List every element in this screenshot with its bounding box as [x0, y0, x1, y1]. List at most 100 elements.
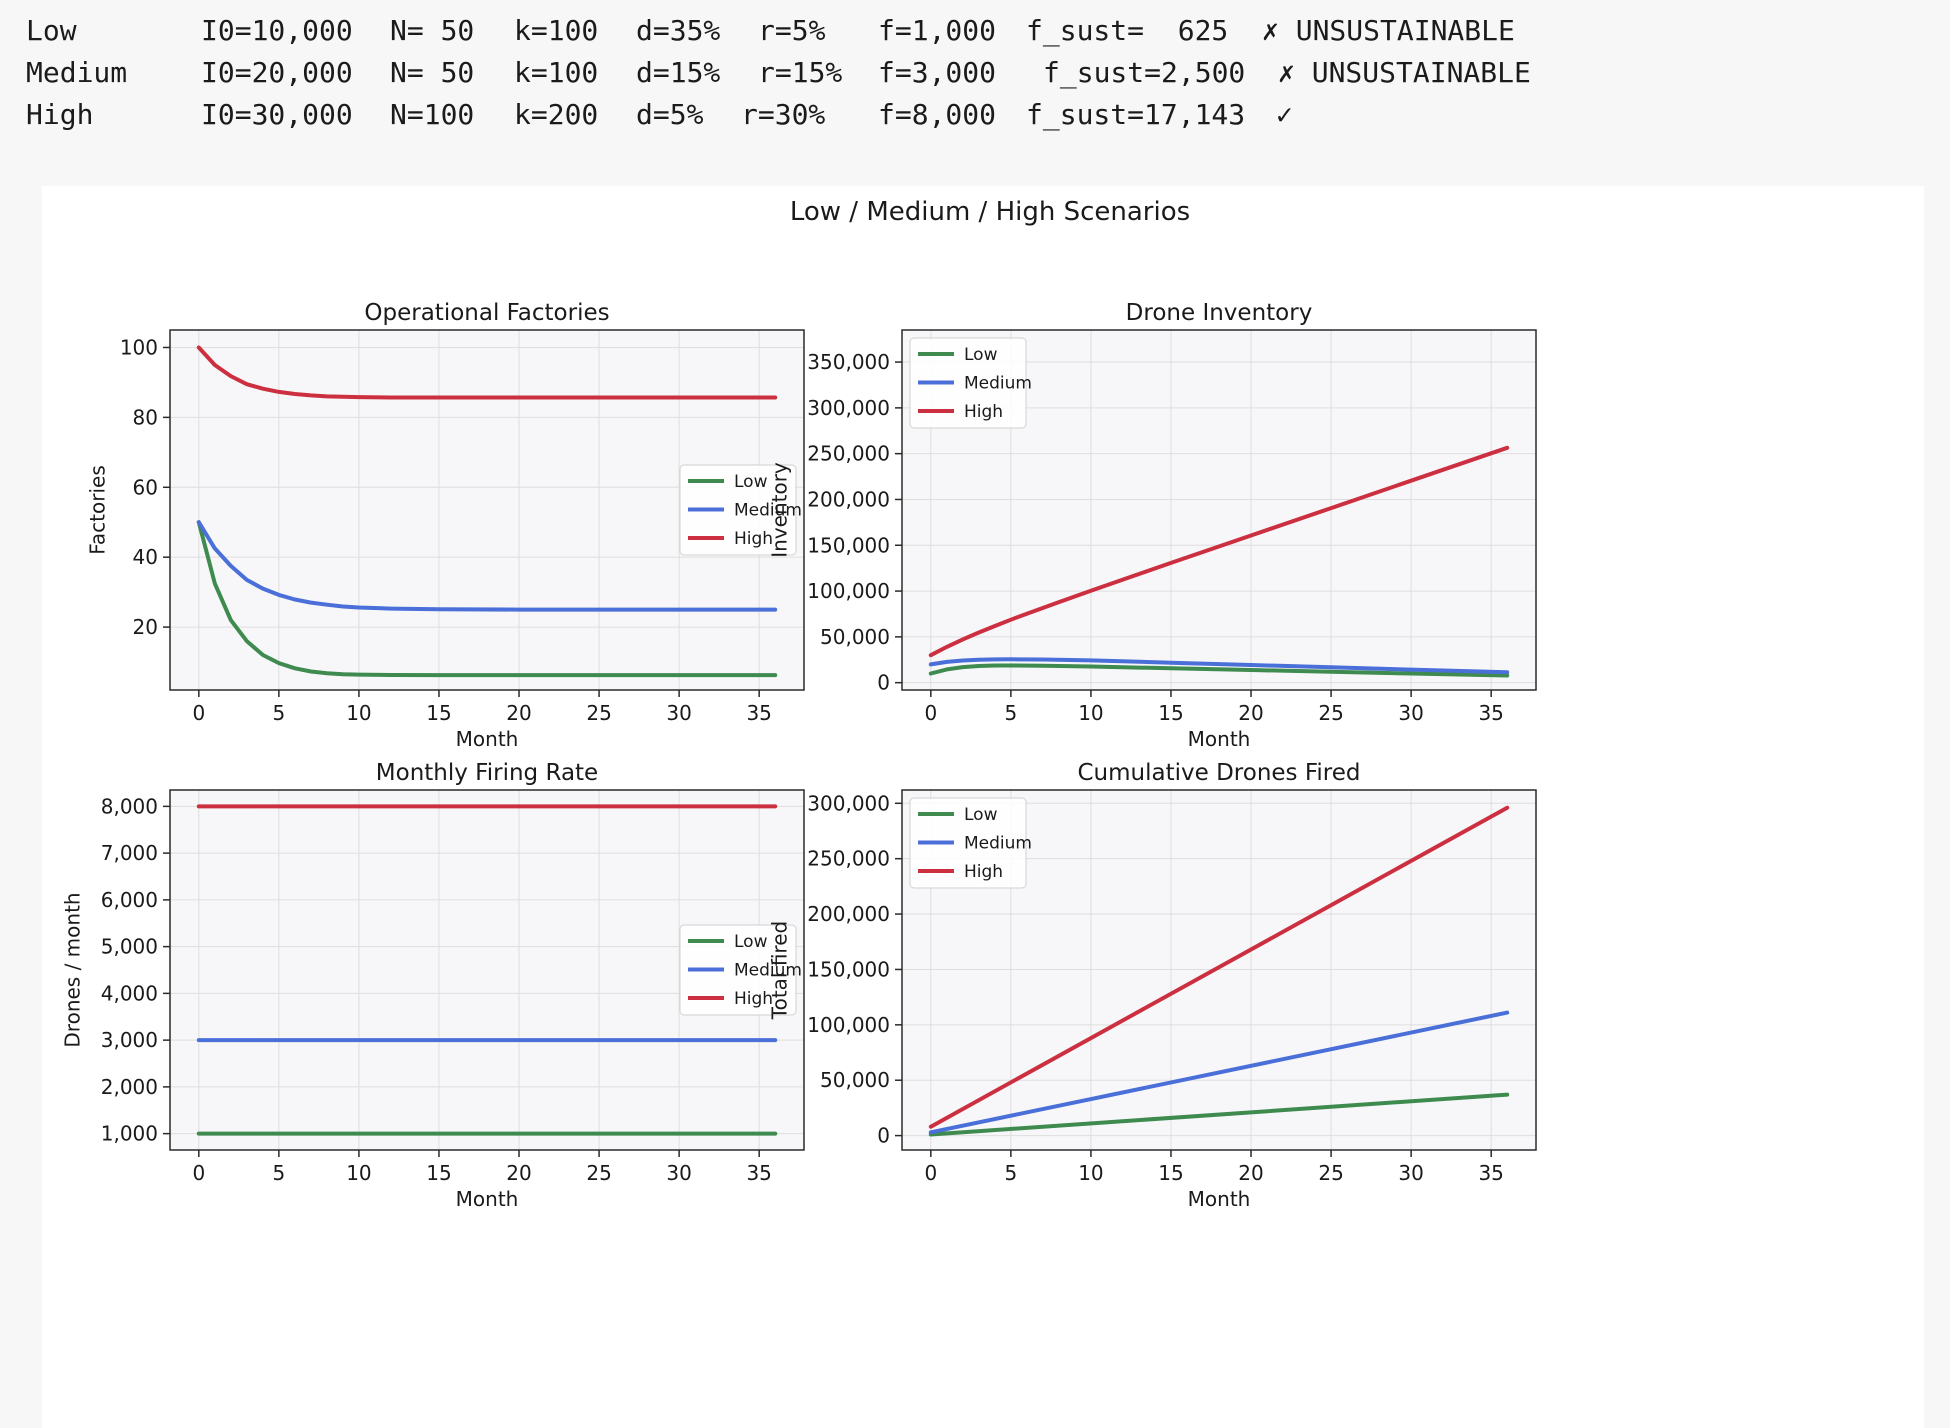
y-tick-label: 100,000 [807, 1013, 890, 1037]
legend-label-low: Low [964, 805, 998, 825]
param-k: k=100 [514, 14, 599, 47]
series-line-medium [928, 657, 1510, 675]
legend-label-high: High [734, 989, 773, 1009]
param-i0: I0=20,000 [201, 56, 353, 89]
legend-box [909, 797, 1027, 889]
subplot-title: Cumulative Drones Fired [1078, 760, 1361, 786]
console-row-high: High I0=30,000 N=100 k=200 d=5% r=30% f=… [26, 98, 1293, 138]
x-tick-label: 15 [1158, 701, 1183, 725]
x-tick-label: 15 [1158, 1161, 1183, 1185]
y-tick-label: 150,000 [807, 533, 890, 557]
legend-box [679, 464, 797, 556]
scenario-name: High [26, 98, 94, 131]
param-k: k=200 [514, 98, 599, 131]
x-tick-label: 20 [1238, 1161, 1263, 1185]
param-r: r=30% [741, 98, 826, 131]
subplot-title: Drone Inventory [1126, 300, 1313, 326]
x-tick-label: 25 [1318, 701, 1343, 725]
legend-label-low: Low [734, 932, 768, 952]
scenario-name: Low [26, 14, 77, 47]
console-output: Low I0=10,000 N= 50 k=100 d=35% r=5% f=1… [0, 0, 1950, 180]
x-tick-label: 35 [1478, 701, 1503, 725]
y-tick-label: 7,000 [101, 841, 158, 865]
x-tick-label: 0 [192, 701, 205, 725]
param-fsust: f_sust=2,500 [1043, 56, 1246, 89]
x-tick-label: 5 [1005, 1161, 1018, 1185]
y-tick-label: 40 [133, 545, 158, 569]
x-tick-label: 10 [1078, 1161, 1103, 1185]
x-axis-label: Month [456, 727, 519, 751]
legend-label-medium: Medium [964, 374, 1032, 394]
legend-box [909, 337, 1027, 429]
x-axis-label: Month [1188, 1187, 1251, 1211]
y-tick-label: 200,000 [807, 487, 890, 511]
legend-label-low: Low [964, 345, 998, 365]
x-tick-label: 5 [273, 701, 286, 725]
x-tick-label: 20 [506, 701, 531, 725]
x-tick-label: 25 [1318, 1161, 1343, 1185]
legend: Low Medium High [679, 924, 802, 1016]
y-tick-label: 8,000 [101, 794, 158, 818]
x-tick-label: 35 [746, 1161, 771, 1185]
y-tick-label: 300,000 [807, 791, 890, 815]
figure: Low / Medium / High Scenarios 0 5 10 15 20 25 3… [42, 186, 1924, 1428]
y-tick-label: 300,000 [807, 396, 890, 420]
y-tick-label: 1,000 [101, 1122, 158, 1146]
y-tick-label: 2,000 [101, 1075, 158, 1099]
legend-label-medium: Medium [964, 834, 1032, 854]
y-tick-label: 6,000 [101, 888, 158, 912]
axes-frame [901, 329, 1537, 691]
subplot-4: 0 5 10 15 20 25 30 35 0 50,000 100,000 150,000 200,0… [768, 760, 1537, 1211]
legend-box [679, 924, 797, 1016]
x-axis-label: Month [456, 1187, 519, 1211]
series-line-low [928, 663, 1510, 678]
series-line-medium [196, 520, 778, 612]
x-tick-label: 10 [346, 701, 371, 725]
series-line-low [928, 1092, 1510, 1137]
x-tick-label: 35 [746, 701, 771, 725]
param-r: r=5% [758, 14, 826, 47]
axes-frame [169, 789, 805, 1151]
legend-label-high: High [734, 529, 773, 549]
y-tick-label: 250,000 [807, 442, 890, 466]
param-f: f=8,000 [878, 98, 997, 131]
x-tick-label: 30 [1398, 1161, 1423, 1185]
console-row-medium: Medium I0=20,000 N= 50 k=100 d=15% r=15%… [26, 56, 1531, 96]
series-line-high [928, 805, 1510, 1129]
param-f: f=3,000 [878, 56, 997, 89]
param-d: d=5% [636, 98, 704, 131]
x-tick-label: 10 [346, 1161, 371, 1185]
subplot-title: Monthly Firing Rate [376, 760, 598, 786]
legend: Low Medium High [909, 797, 1032, 889]
param-n: N= 50 [390, 14, 475, 47]
x-axis-label: Month [1188, 727, 1251, 751]
subplot-3: 0 5 10 15 20 25 30 35 1,000 2,000 3,000 4,000 5,000 6… [61, 760, 805, 1211]
x-tick-label: 30 [1398, 701, 1423, 725]
y-tick-label: 60 [133, 475, 158, 499]
x-tick-label: 35 [1478, 1161, 1503, 1185]
series-line-medium [928, 1010, 1510, 1135]
y-tick-label: 5,000 [101, 935, 158, 959]
x-tick-label: 30 [666, 1161, 691, 1185]
y-tick-label: 20 [133, 615, 158, 639]
x-tick-label: 20 [506, 1161, 531, 1185]
legend: Low Medium High [909, 337, 1032, 429]
subplot-2: 0 5 10 15 20 25 30 35 0 50,000 100,000 150,000 200,0… [768, 300, 1537, 751]
x-tick-label: 25 [586, 701, 611, 725]
legend-label-low: Low [734, 472, 768, 492]
x-tick-label: 25 [586, 1161, 611, 1185]
status-text: ✓ [1276, 98, 1293, 131]
legend-label-high: High [964, 862, 1003, 882]
x-tick-label: 30 [666, 701, 691, 725]
x-tick-label: 5 [273, 1161, 286, 1185]
y-tick-label: 3,000 [101, 1028, 158, 1052]
legend: Low Medium High [679, 464, 802, 556]
series-line-high [928, 445, 1510, 658]
status-text: ✗ UNSUSTAINABLE [1278, 56, 1531, 89]
y-tick-label: 50,000 [820, 625, 890, 649]
param-d: d=15% [636, 56, 721, 89]
y-tick-label: 100 [120, 335, 158, 359]
y-axis-label: Inventory [768, 462, 792, 558]
scenario-name: Medium [26, 56, 128, 89]
series-line-low [196, 520, 778, 678]
